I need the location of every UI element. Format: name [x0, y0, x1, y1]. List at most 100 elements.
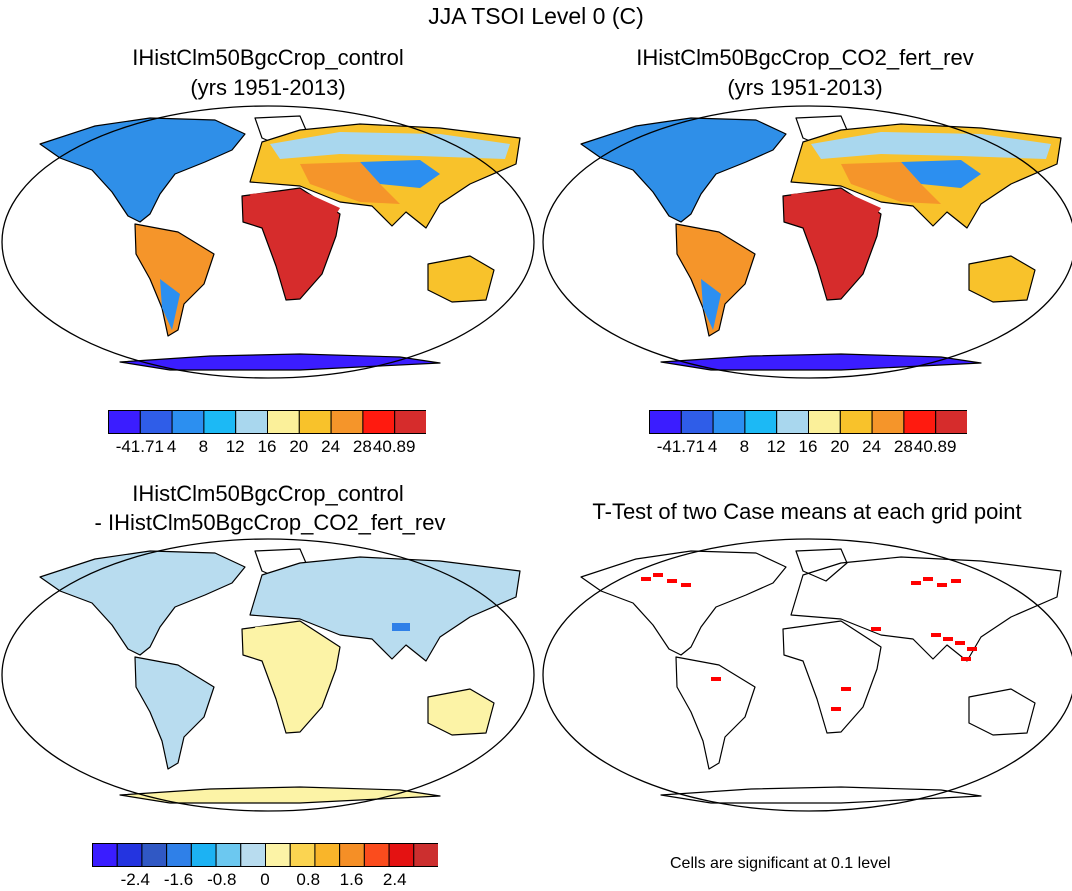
colorbar-box [935, 410, 967, 434]
colorbar-tick-label: 0.8 [296, 870, 321, 889]
colorbar-tick-label: 40.89 [372, 437, 416, 456]
samerica-outline [134, 656, 215, 770]
significant-cell [667, 579, 677, 583]
map-ttest [542, 538, 1072, 812]
africa-outline [782, 620, 882, 734]
significant-cell [923, 577, 933, 581]
colorbar-box [267, 410, 300, 434]
colorbar-box [903, 410, 937, 434]
significant-cell [653, 573, 663, 577]
colorbar-box [139, 410, 173, 434]
significant-cell [831, 707, 841, 711]
colorbar-box [166, 843, 192, 867]
colorbar-box [289, 843, 316, 867]
colorbar-box [871, 410, 905, 434]
colorbar-box [116, 843, 143, 867]
map-boundary [1, 538, 535, 812]
significant-cell [955, 641, 965, 645]
australia-outline [427, 688, 495, 736]
significant-cell [911, 581, 921, 585]
map-boundary [542, 538, 1072, 812]
antarctica-outline [119, 353, 441, 371]
significant-cell [951, 579, 961, 583]
colorbar-box [680, 410, 714, 434]
significant-cell [937, 583, 947, 587]
colorbar-box [363, 843, 390, 867]
significant-cell [711, 677, 721, 681]
map-difference [1, 538, 535, 812]
antarctica-outline [660, 353, 982, 371]
samerica-outline [675, 223, 756, 337]
colorbar-tick-label: 16 [798, 437, 818, 456]
namerica-outline [580, 117, 787, 223]
colorbar-box [712, 410, 746, 434]
colorbar-tick-label: 0 [260, 870, 270, 889]
colorbar-box [240, 843, 267, 867]
eurasia-outline [249, 556, 521, 662]
significant-cell [931, 633, 941, 637]
colorbar-tick-label: 12 [225, 437, 245, 456]
namerica-outline [39, 550, 246, 656]
significant-cell [943, 637, 953, 641]
colorbar-tick-label: -1.6 [163, 870, 194, 889]
colorbar-box [839, 410, 873, 434]
colorbar-box [215, 843, 242, 867]
colorbar-tick-label: 16 [257, 437, 277, 456]
significance-note: Cells are significant at 0.1 level [670, 855, 891, 872]
panel-subtitle-top-left: (yrs 1951-2013) [190, 75, 346, 100]
colorbar-box [413, 843, 438, 867]
colorbar-tick-label: -41.71 [656, 437, 705, 456]
colorbar-tick-label: -2.4 [120, 870, 150, 889]
panel-title-bottom-right: T-Test of two Case means at each grid po… [592, 499, 1022, 524]
namerica-outline [580, 550, 787, 656]
australia-outline [427, 255, 495, 303]
colorbar-tick-label: 2.4 [382, 870, 407, 889]
colorbar-box [265, 843, 291, 867]
eurasia-outline [790, 556, 1062, 662]
map-boundary [1, 105, 535, 379]
colorbar-box [108, 410, 141, 434]
colorbar-tick-label: 40.89 [913, 437, 957, 456]
significant-cell [681, 583, 691, 587]
map-control [1, 105, 535, 379]
map-co2-fert-rev [542, 105, 1072, 379]
colorbar-box [171, 410, 205, 434]
antarctica-outline [660, 786, 982, 804]
colorbar-box [362, 410, 396, 434]
panel-subtitle-top-right: (yrs 1951-2013) [727, 75, 883, 100]
colorbar-box [235, 410, 268, 434]
colorbar-tick-label: 4 [707, 437, 718, 456]
namerica-outline [39, 117, 246, 223]
significant-cell [841, 687, 851, 691]
antarctica-outline [119, 786, 441, 804]
colorbar-tick-label: 20 [830, 437, 850, 456]
colorbar-difference [92, 843, 438, 867]
colorbar-tick-label: 8 [739, 437, 750, 456]
colorbar-co2-fert-rev [649, 410, 967, 434]
colorbar-box [141, 843, 168, 867]
greenland-outline [795, 548, 848, 582]
colorbar-box [330, 410, 364, 434]
panel-title-top-right: IHistClm50BgcCrop_CO2_fert_rev [636, 45, 974, 70]
panel-subtitle-bottom-left: - IHistClm50BgcCrop_CO2_fert_rev [94, 510, 446, 535]
map-boundary [542, 105, 1072, 379]
colorbar-box [649, 410, 682, 434]
australia-outline [968, 255, 1036, 303]
colorbar-control [108, 410, 426, 434]
panel-title-bottom-left: IHistClm50BgcCrop_control [132, 481, 404, 506]
colorbar-tick-label: 8 [198, 437, 209, 456]
colorbar-box [298, 410, 332, 434]
colorbar-box [776, 410, 809, 434]
significant-cell [641, 577, 651, 581]
colorbar-box [92, 843, 118, 867]
colorbar-box [339, 843, 365, 867]
colorbar-box [203, 410, 237, 434]
panel-title-top-left: IHistClm50BgcCrop_control [132, 45, 404, 70]
colorbar-box [744, 410, 778, 434]
colorbar-tick-label: 1.6 [339, 870, 364, 889]
colorbar-tick-label: 4 [166, 437, 177, 456]
australia-outline [968, 688, 1036, 736]
colorbar-tick-label: 24 [321, 437, 341, 456]
significant-cell [961, 657, 971, 661]
colorbar-box [314, 843, 341, 867]
